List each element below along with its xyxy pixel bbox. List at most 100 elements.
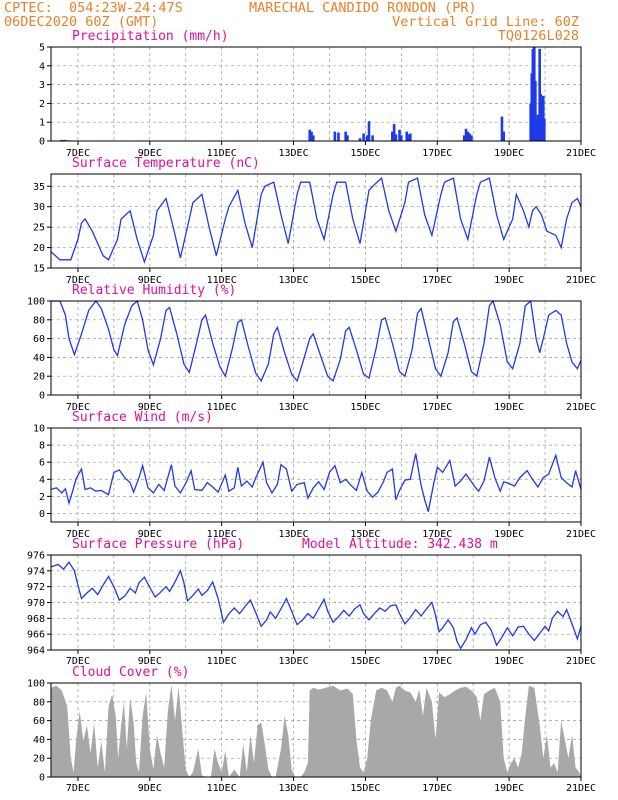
precip-bar xyxy=(64,139,67,141)
precip-bar xyxy=(470,135,473,141)
x-tick-label: 7DEC xyxy=(66,529,90,540)
precip-bar xyxy=(358,138,362,141)
x-tick-label: 15DEC xyxy=(350,402,380,413)
x-tick-label: 15DEC xyxy=(350,783,380,794)
y-tick-label: 40 xyxy=(33,735,45,746)
y-tick-label: 20 xyxy=(33,372,45,383)
x-tick-label: 11DEC xyxy=(207,402,237,413)
y-tick-label: 20 xyxy=(33,243,45,254)
x-tick-label: 13DEC xyxy=(278,275,308,286)
x-tick-label: 9DEC xyxy=(138,402,162,413)
panel-title: Surface Wind (m/s) xyxy=(72,410,213,425)
y-tick-label: 968 xyxy=(27,614,45,625)
header-station-coords: CPTEC: 054:23W-24:47S xyxy=(4,0,183,16)
y-tick-label: 20 xyxy=(33,754,45,765)
y-tick-label: 30 xyxy=(33,202,45,213)
y-tick-label: 2 xyxy=(39,492,45,503)
x-tick-label: 9DEC xyxy=(138,529,162,540)
precip-bar xyxy=(400,135,403,141)
series-line xyxy=(51,299,582,383)
y-tick-label: 40 xyxy=(33,353,45,364)
x-tick-label: 19DEC xyxy=(494,529,524,540)
precip-bar xyxy=(407,134,410,141)
header-station-name: MARECHAL CANDIDO RONDON (PR) xyxy=(249,0,477,16)
precip-bar xyxy=(346,135,349,141)
x-tick-label: 11DEC xyxy=(207,656,237,667)
y-tick-label: 100 xyxy=(27,679,45,690)
series-line xyxy=(50,176,582,264)
precip-bar xyxy=(466,131,470,141)
precip-bar xyxy=(60,139,64,141)
precip-bar xyxy=(534,80,537,141)
x-tick-label: 19DEC xyxy=(494,656,524,667)
precip-bar xyxy=(502,131,506,141)
x-tick-label: 19DEC xyxy=(494,148,524,159)
x-tick-label: 15DEC xyxy=(350,529,380,540)
x-tick-label: 19DEC xyxy=(494,783,524,794)
model-altitude-label: Model Altitude: 342.438 m xyxy=(302,537,498,552)
x-tick-label: 21DEC xyxy=(566,402,596,413)
cloud-cover-area xyxy=(51,684,581,777)
series-line xyxy=(50,453,582,512)
precip-bar xyxy=(405,131,409,141)
y-tick-label: 80 xyxy=(33,315,45,326)
y-tick-label: 60 xyxy=(33,334,45,345)
precip-bar xyxy=(308,129,312,141)
y-tick-label: 0 xyxy=(39,773,45,784)
x-tick-label: 7DEC xyxy=(66,402,90,413)
x-tick-label: 21DEC xyxy=(566,656,596,667)
x-tick-label: 17DEC xyxy=(422,783,452,794)
y-tick-label: 1 xyxy=(39,118,45,129)
panel-title: Cloud Cover (%) xyxy=(72,665,189,680)
series-line xyxy=(50,560,582,650)
panel-frame xyxy=(50,682,582,778)
y-tick-label: 0 xyxy=(39,137,45,148)
x-tick-label: 21DEC xyxy=(566,529,596,540)
x-tick-label: 19DEC xyxy=(494,402,524,413)
x-tick-label: 17DEC xyxy=(422,275,452,286)
y-tick-label: 970 xyxy=(27,598,45,609)
y-tick-label: 100 xyxy=(27,297,45,308)
header-init-date: 06DEC2020 60Z (GMT) xyxy=(4,14,159,30)
x-tick-label: 21DEC xyxy=(566,148,596,159)
x-tick-label: 7DEC xyxy=(66,783,90,794)
panel-frame xyxy=(50,427,582,523)
precip-bar xyxy=(333,131,337,141)
x-tick-label: 17DEC xyxy=(422,148,452,159)
y-tick-label: 972 xyxy=(27,582,45,593)
precip-bar xyxy=(312,135,315,141)
x-tick-label: 13DEC xyxy=(278,783,308,794)
y-tick-label: 4 xyxy=(39,61,45,72)
y-tick-label: 6 xyxy=(39,458,45,469)
precip-bar xyxy=(394,134,398,141)
precip-bar xyxy=(543,118,546,141)
panel-title: Surface Temperature (nC) xyxy=(72,156,260,171)
x-tick-label: 7DEC xyxy=(66,275,90,286)
x-tick-label: 17DEC xyxy=(422,402,452,413)
precip-bar xyxy=(371,135,374,141)
precip-bar xyxy=(367,121,371,141)
y-tick-label: 10 xyxy=(33,424,45,435)
x-tick-label: 9DEC xyxy=(138,148,162,159)
precip-bar xyxy=(531,48,535,141)
precip-bar xyxy=(365,135,369,141)
y-tick-label: 15 xyxy=(33,264,45,275)
y-tick-label: 5 xyxy=(39,43,45,54)
y-tick-label: 25 xyxy=(33,223,45,234)
x-tick-label: 17DEC xyxy=(422,529,452,540)
x-tick-label: 9DEC xyxy=(138,656,162,667)
x-tick-label: 7DEC xyxy=(66,148,90,159)
x-tick-label: 13DEC xyxy=(278,656,308,667)
header-model-code: TQ0126L028 xyxy=(497,28,579,44)
x-tick-label: 9DEC xyxy=(138,275,162,286)
x-tick-label: 9DEC xyxy=(138,783,162,794)
y-tick-label: 964 xyxy=(27,646,45,657)
x-tick-label: 21DEC xyxy=(566,275,596,286)
y-tick-label: 80 xyxy=(33,697,45,708)
y-tick-label: 8 xyxy=(39,441,45,452)
y-tick-label: 976 xyxy=(27,551,45,562)
x-tick-label: 15DEC xyxy=(350,656,380,667)
x-tick-label: 13DEC xyxy=(278,529,308,540)
y-tick-label: 0 xyxy=(39,509,45,520)
x-tick-label: 11DEC xyxy=(207,783,237,794)
